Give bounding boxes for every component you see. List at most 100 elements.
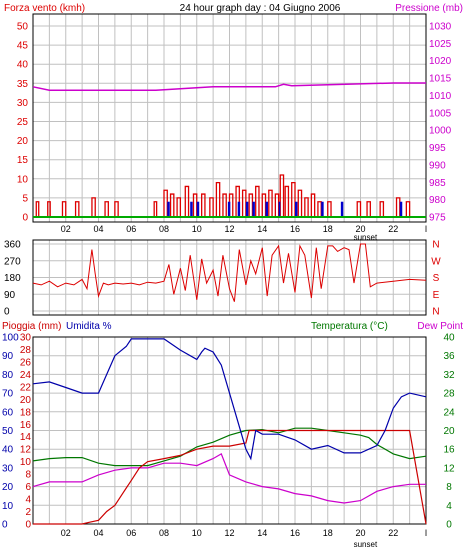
humidity-tick-label: 10 <box>2 501 14 512</box>
x-tick-label: 10 <box>192 528 202 538</box>
temperature-tick-label: 0 <box>446 520 452 531</box>
rain-tick-label: 20 <box>20 395 32 406</box>
wind-tick-label: 10 <box>17 174 29 185</box>
wind-speed-bar <box>169 193 175 217</box>
rain-tick-label: 26 <box>20 357 32 368</box>
wind-gust-bar <box>167 201 170 217</box>
wind-speed-bar <box>209 197 214 217</box>
wind-gust-bar <box>321 201 324 217</box>
direction-tick-label: 360 <box>4 240 21 251</box>
chart-title: 24 hour graph day : 04 Giugno 2006 <box>180 3 341 14</box>
wind-gust-bar <box>237 201 241 217</box>
pressure-axis-label: Pressione (mb) <box>395 3 463 14</box>
sunset-label: sunset <box>354 540 378 549</box>
pressure-tick-label: 1030 <box>429 22 452 33</box>
humidity-tick-label: 80 <box>2 370 14 381</box>
humidity-tick-label: 30 <box>2 463 14 474</box>
temperature-tick-label: 12 <box>443 463 455 474</box>
wind-speed-bar <box>184 185 190 217</box>
x-tick-label: l <box>425 224 427 234</box>
wind-tick-label: 50 <box>17 22 29 33</box>
x-tick-label: 06 <box>126 528 136 538</box>
wind-speed-bar <box>47 201 51 217</box>
temperature-tick-label: 4 <box>446 501 452 512</box>
x-tick-label: 16 <box>290 224 300 234</box>
wind-tick-label: 20 <box>17 136 29 147</box>
wind-tick-label: 0 <box>22 213 28 224</box>
wind-gust-bar <box>252 201 255 217</box>
rain-tick-label: 16 <box>20 420 32 431</box>
direction-tick-label: 180 <box>4 273 21 284</box>
x-tick-label: 08 <box>159 528 169 538</box>
wind-speed-bar <box>356 201 362 217</box>
x-tick-label: 02 <box>61 528 71 538</box>
x-tick-label: 12 <box>224 224 234 234</box>
wind-gust-bar <box>278 201 281 217</box>
temperature-line <box>32 427 427 467</box>
rain-tick-label: 24 <box>20 370 32 381</box>
wind-speed-bar <box>201 193 206 217</box>
pressure-tick-label: 995 <box>429 143 446 154</box>
rain-tick-label: 8 <box>25 470 31 481</box>
rain-axis-label: Pioggia (mm) <box>2 321 61 332</box>
temperature-tick-label: 40 <box>443 333 455 344</box>
x-tick-label: 04 <box>93 224 103 234</box>
wind-speed-bar <box>310 193 316 217</box>
x-tick-label: 18 <box>323 224 333 234</box>
rain-humidity-frame <box>32 336 427 525</box>
wind-tick-label: 30 <box>17 98 29 109</box>
pressure-tick-label: 980 <box>429 195 446 206</box>
x-tick-label: 20 <box>355 528 365 538</box>
wind-speed-bar <box>379 201 385 217</box>
compass-label: N <box>432 307 439 318</box>
wind-gust-bar <box>227 201 231 217</box>
wind-tick-label: 5 <box>22 193 28 204</box>
wind-speed-bar <box>176 197 182 217</box>
dewpoint-axis-label: Dew Point <box>417 321 463 332</box>
wind-speed-bar <box>268 189 273 217</box>
rain-tick-label: 0 <box>25 520 31 531</box>
pressure-tick-label: 1015 <box>429 74 452 85</box>
wind-tick-label: 35 <box>17 79 29 90</box>
temperature-axis-label: Temperatura (°C) <box>311 321 388 332</box>
wind-gust-bar <box>340 201 344 217</box>
humidity-tick-label: 0 <box>2 520 8 531</box>
x-tick-label: 12 <box>224 528 234 538</box>
wind-gust-bar <box>190 201 193 217</box>
x-tick-label: 20 <box>355 224 365 234</box>
humidity-axis-label: Umidita % <box>66 321 112 332</box>
rain-tick-label: 10 <box>20 457 32 468</box>
wind-speed-bar <box>304 197 309 217</box>
wind-gust-bar <box>265 201 268 217</box>
wind-tick-label: 45 <box>17 41 29 52</box>
wind-speed-bar <box>215 181 221 217</box>
x-tick-label: 16 <box>290 528 300 538</box>
wind-tick-label: 25 <box>17 117 29 128</box>
humidity-tick-label: 100 <box>2 333 19 344</box>
wind-gust-bar <box>196 201 200 217</box>
temperature-tick-label: 16 <box>443 445 455 456</box>
pressure-tick-label: 985 <box>429 178 446 189</box>
wind-direction-frame <box>32 239 427 316</box>
rain-tick-label: 6 <box>25 482 31 493</box>
rain-tick-label: 14 <box>20 432 32 443</box>
wind-direction-line <box>32 243 427 302</box>
wind-tick-label: 40 <box>17 60 29 71</box>
wind-gust-bar <box>295 201 298 217</box>
temperature-tick-label: 8 <box>446 482 452 493</box>
wind-speed-bar <box>366 201 371 217</box>
x-tick-label: 22 <box>388 224 398 234</box>
humidity-tick-label: 70 <box>2 389 14 400</box>
pressure-tick-label: 1000 <box>429 126 452 137</box>
wind-speed-bar <box>405 201 411 217</box>
direction-tick-label: 0 <box>4 307 10 318</box>
wind-axis-label: Forza vento (kmh) <box>4 3 85 14</box>
rain-tick-label: 30 <box>20 333 32 344</box>
x-tick-label: 14 <box>257 528 267 538</box>
x-tick-label: 08 <box>159 224 169 234</box>
compass-label: N <box>432 240 439 251</box>
sunset-label: sunset <box>354 233 378 242</box>
x-tick-label: 22 <box>388 528 398 538</box>
wind-speed-bar <box>279 174 285 217</box>
